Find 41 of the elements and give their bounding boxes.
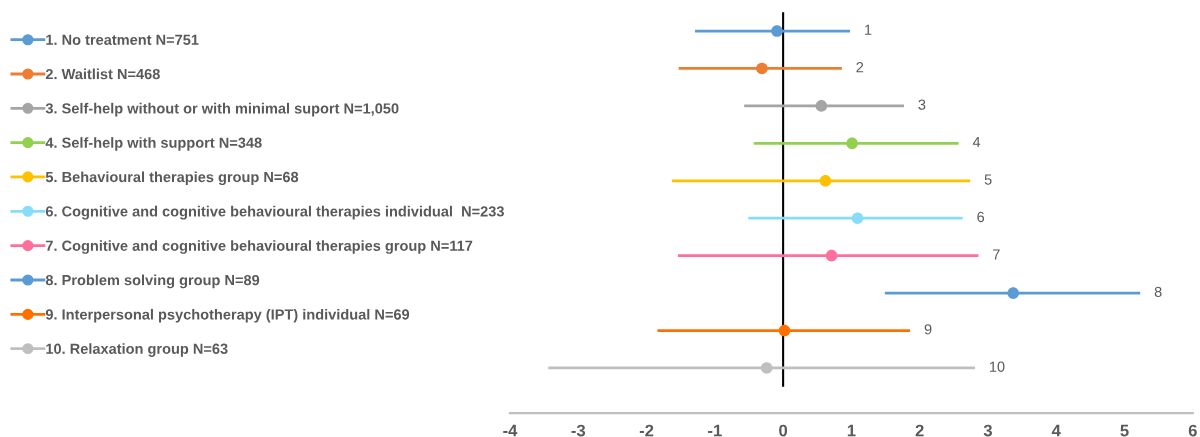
x-tick-label: -4 [503,424,518,437]
point [815,100,828,112]
x-tick-label: 6 [1188,424,1197,437]
x-tick-label: 2 [915,424,924,437]
point [756,62,768,75]
legend-label: 2. Waitlist N=468 [45,68,160,80]
annotation: 7 [993,249,1000,260]
annotation: 6 [977,211,985,223]
x-tick-label: 4 [1051,424,1061,437]
point [771,25,783,37]
legend-label: 1. No treatment N=751 [46,34,199,45]
x-tick-label: -2 [639,424,654,437]
annotation: 3 [918,99,926,110]
legend-label: 4. Self-help with support N=348 [45,137,262,151]
legend-label: 9. Interpersonal psychotherapy (IPT) individual N=69 [45,308,410,323]
annotation: 2 [856,62,864,73]
legend-label: 7. Cognitive and cognitive behavioural therapies group N=117 [46,240,473,254]
point [1007,287,1020,299]
annotation: 1 [865,24,872,35]
x-tick-label: 3 [983,424,992,437]
point [819,174,832,187]
annotation: 8 [1154,286,1162,298]
point [778,324,791,337]
point [846,137,858,150]
point [851,212,864,225]
legend-label: 5. Behavioural therapies group N=68 [45,171,299,186]
annotation: 10 [989,361,1005,372]
point [760,362,773,374]
x-tick-label: -3 [571,424,586,437]
x-tick-label: -1 [708,424,722,437]
x-tick-label: 1 [847,424,856,437]
annotation: 4 [972,137,981,148]
annotation: 5 [984,174,992,185]
point [825,249,838,262]
legend-label: 6. Cognitive and cognitive behavioural therapies individual N=233 [45,205,504,220]
x-tick-label: 5 [1120,424,1129,437]
annotation: 9 [924,324,932,335]
legend-label: 10. Relaxation group N=63 [46,343,228,357]
legend-label: 3. Self-help without or with minimal suport N=1,050 [45,102,399,117]
x-tick-label: 0 [779,424,788,437]
legend-label: 8. Problem solving group N=89 [45,274,260,289]
